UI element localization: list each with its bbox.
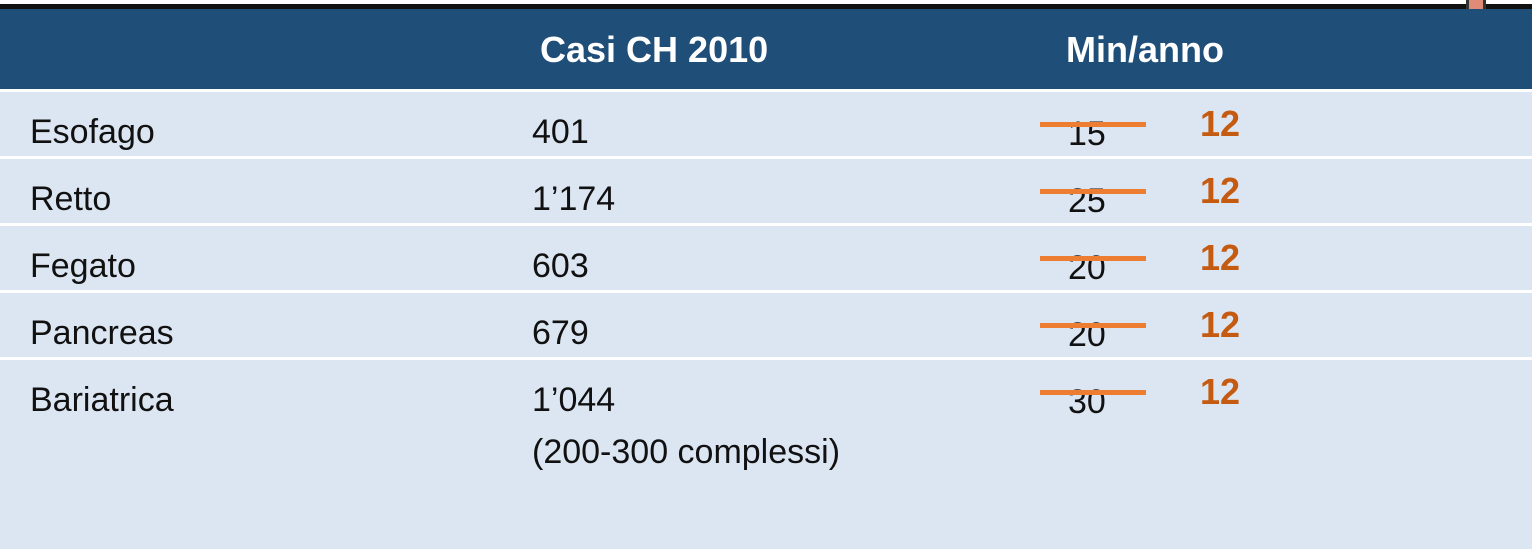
table-row (0, 360, 1532, 549)
old-value: 20 (1068, 249, 1106, 287)
header-row (0, 9, 1532, 89)
new-value: 12 (1200, 170, 1241, 211)
row-label: Esofago (30, 113, 155, 151)
new-value: 12 (1200, 103, 1241, 144)
cases-cell: 401 (532, 113, 589, 151)
new-value: 12 (1200, 304, 1241, 345)
strikethrough (1040, 189, 1146, 194)
table-row (0, 226, 1532, 290)
cases-cell: 1’044 (532, 381, 616, 419)
table-row (0, 159, 1532, 223)
old-value: 15 (1068, 115, 1106, 153)
cases-cell: 603 (532, 247, 589, 285)
row-label: Bariatrica (30, 381, 174, 419)
cases-note: (200-300 complessi) (532, 433, 841, 471)
table-row (0, 92, 1532, 156)
row-label: Fegato (30, 247, 136, 285)
header-cell: Casi CH 2010 (540, 29, 769, 70)
old-value: 25 (1068, 182, 1106, 220)
table-row (0, 293, 1532, 357)
old-value: 20 (1068, 316, 1106, 354)
cases-cell: 1’174 (532, 180, 616, 218)
strikethrough (1040, 122, 1146, 127)
new-value: 12 (1200, 237, 1241, 278)
top-rule (0, 4, 1532, 9)
cases-cell: 679 (532, 314, 589, 352)
row-label: Retto (30, 180, 112, 218)
row-label: Pancreas (30, 314, 174, 352)
old-value: 30 (1068, 383, 1106, 421)
new-value: 12 (1200, 371, 1241, 412)
strikethrough (1040, 256, 1146, 261)
header-cell: Min/anno (1066, 29, 1224, 70)
strikethrough (1040, 323, 1146, 328)
strikethrough (1040, 390, 1146, 395)
